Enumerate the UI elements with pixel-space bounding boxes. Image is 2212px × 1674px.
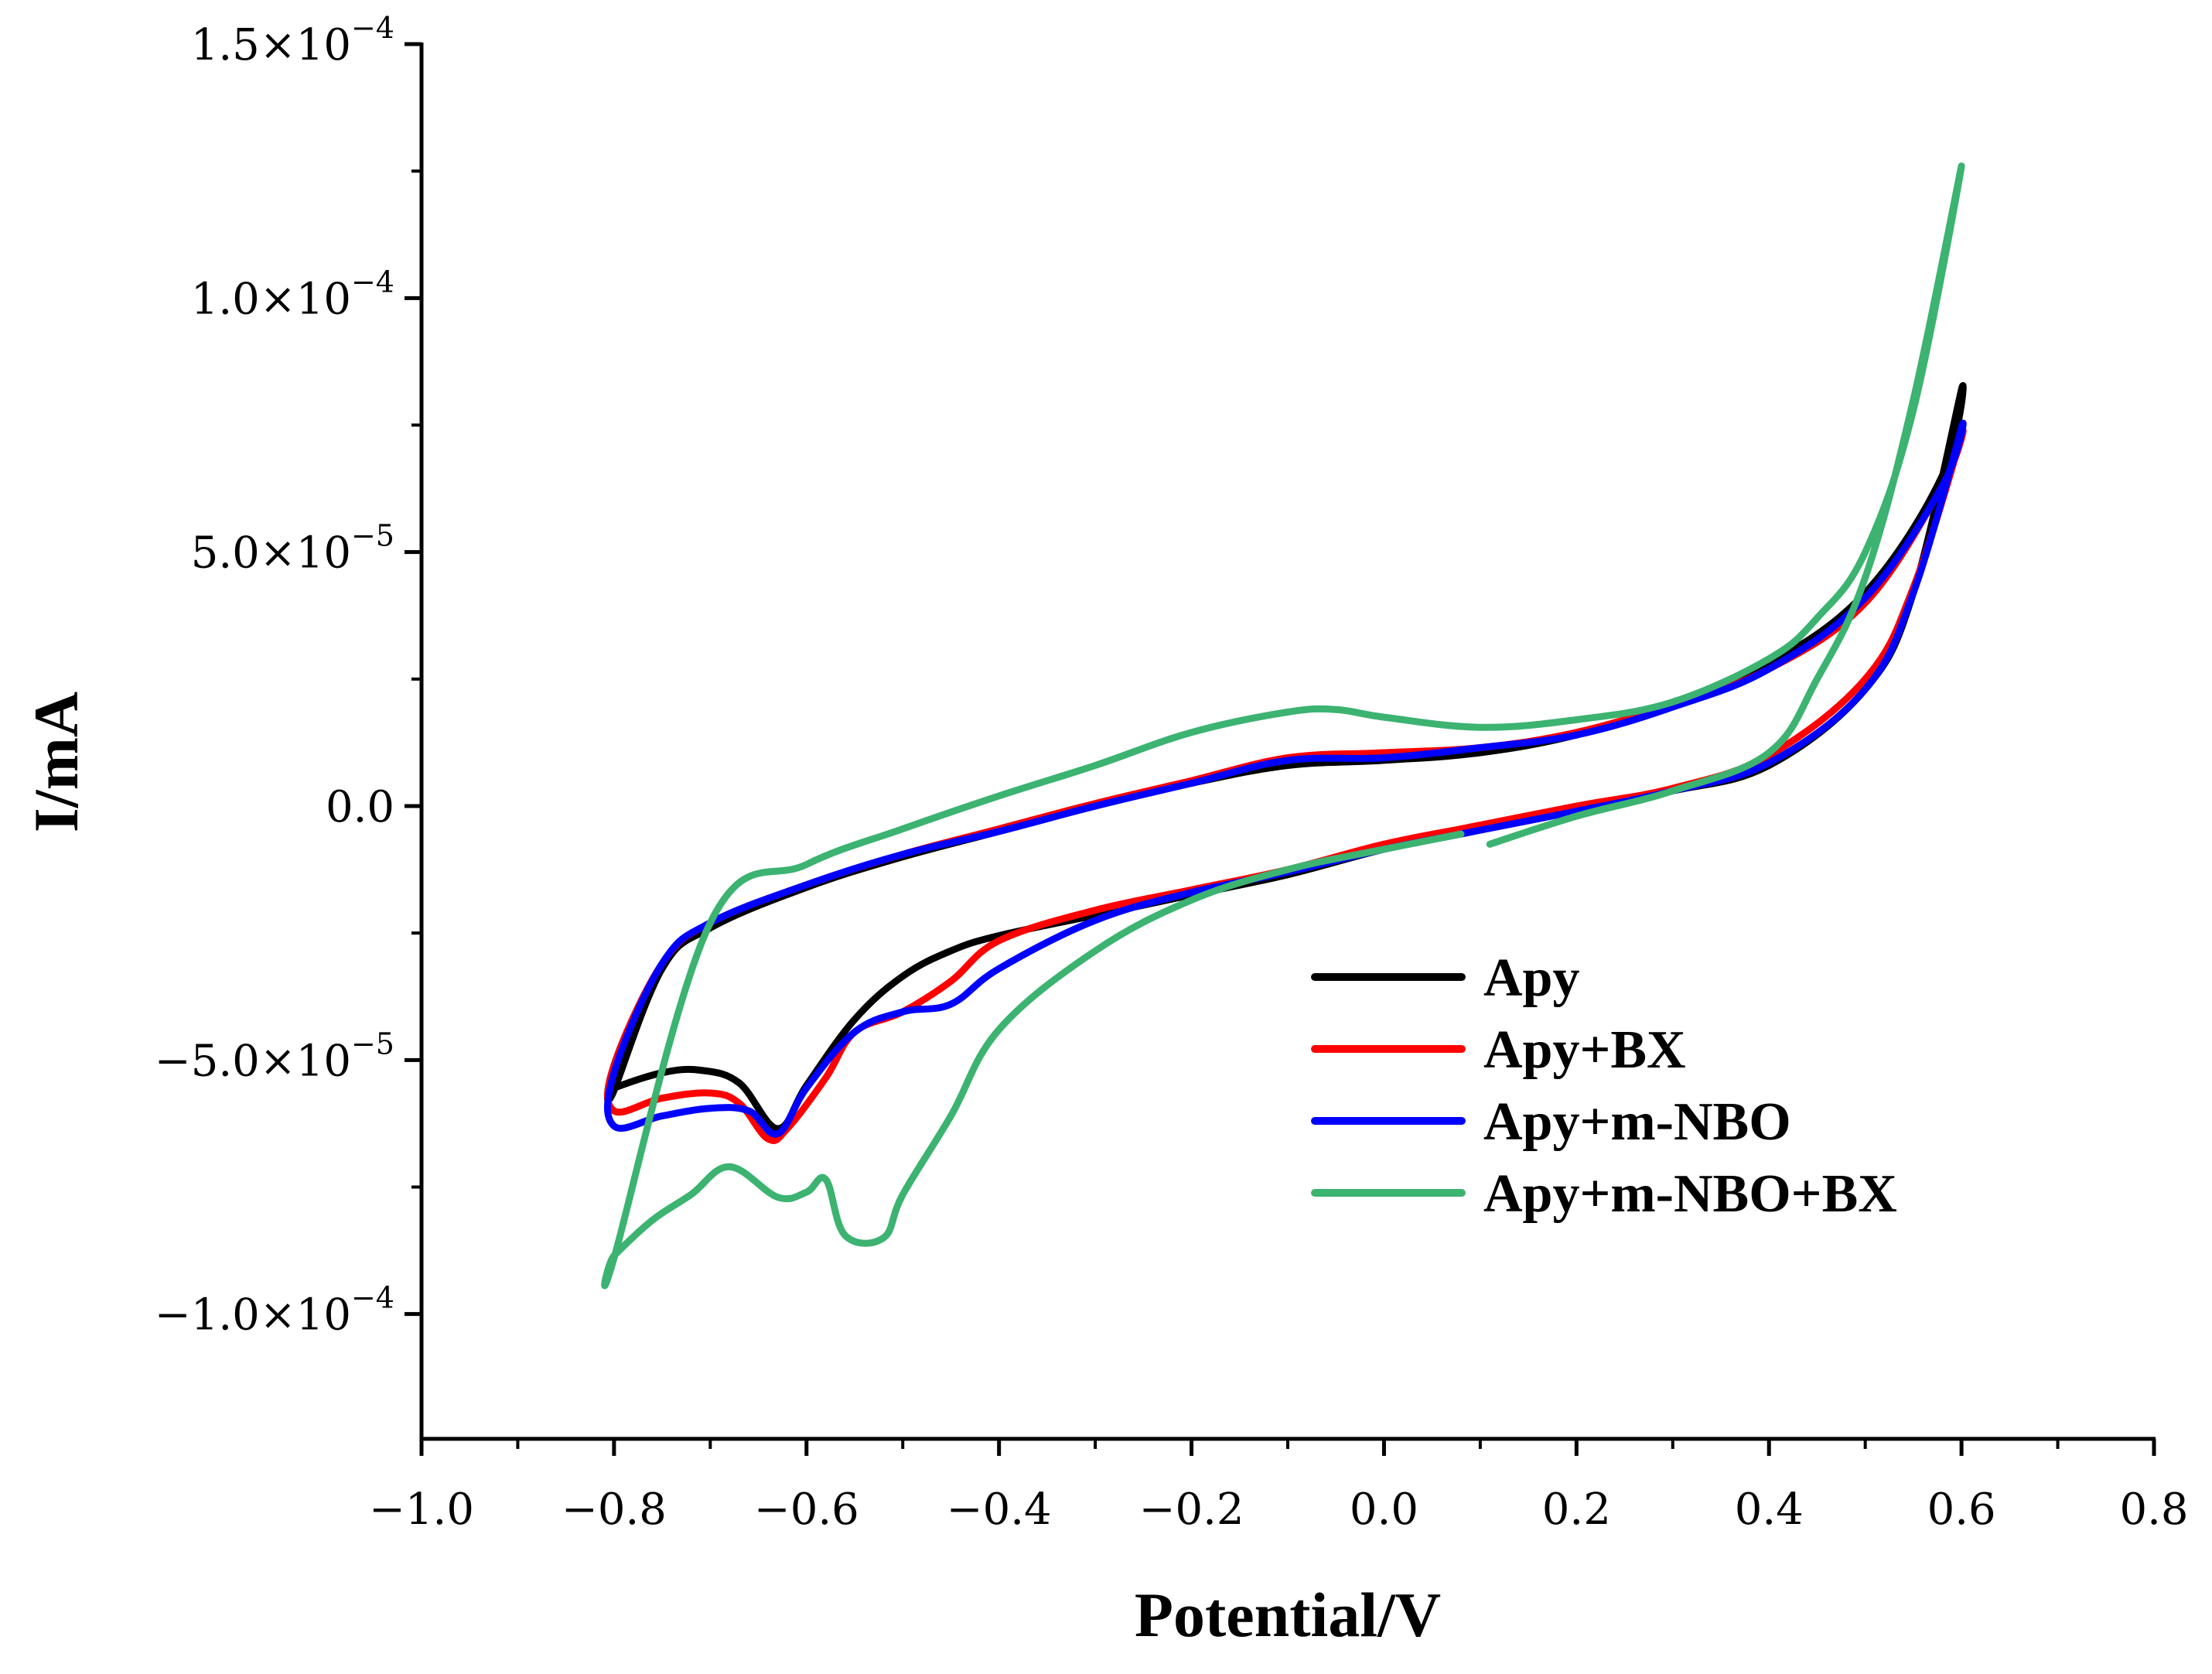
x-axis-ticks: −1.0 −0.8 −0.6 −0.4 −0.2 0.0 0.2 0.4 0.6 0.8: [369, 1439, 2189, 1535]
x-tick-label: −1.0: [369, 1484, 474, 1535]
y-tick-label: 0.0: [326, 782, 394, 832]
legend-label: Apy+BX: [1483, 1020, 1686, 1080]
x-tick-label: −0.2: [1139, 1484, 1244, 1535]
x-tick-label: 0.0: [1350, 1484, 1418, 1535]
y-tick-label: −5.0×10−5: [155, 1027, 394, 1086]
x-tick-label: −0.6: [754, 1484, 859, 1535]
series-line-apy-m-nbo: [604, 419, 1967, 1138]
x-tick-label: 0.6: [1927, 1484, 1996, 1535]
legend-label: Apy: [1483, 948, 1579, 1008]
series-line-apy-bx: [604, 427, 1967, 1145]
y-tick-label: 5.0×10−5: [191, 519, 394, 579]
series-layer: [601, 162, 1967, 1290]
x-tick-label: 0.2: [1542, 1484, 1611, 1535]
series-line-apy-m-nbo-bx: [601, 162, 1965, 1290]
y-tick-label: 1.5×10−4: [191, 11, 394, 70]
x-tick-label: 0.8: [2119, 1484, 2188, 1535]
legend-label: Apy+m-NBO: [1483, 1092, 1791, 1152]
y-tick-label: −1.0×10−4: [155, 1281, 394, 1341]
y-tick-label: 1.0×10−4: [191, 265, 394, 324]
x-axis-title: Potential/V: [1135, 1580, 1441, 1650]
y-axis-title: I/mA: [21, 692, 91, 832]
legend-label: Apy+m-NBO+BX: [1483, 1164, 1897, 1224]
x-tick-label: −0.4: [947, 1484, 1052, 1535]
legend: Apy Apy+BX Apy+m-NBO Apy+m-NBO+BX: [1311, 948, 1897, 1224]
x-tick-label: −0.8: [562, 1484, 667, 1535]
x-tick-label: 0.4: [1735, 1484, 1804, 1535]
y-axis-ticks: −1.0×10−4 −5.0×10−5 0.0 5.0×10−5 1.0×10−4 1.5…: [155, 11, 422, 1341]
